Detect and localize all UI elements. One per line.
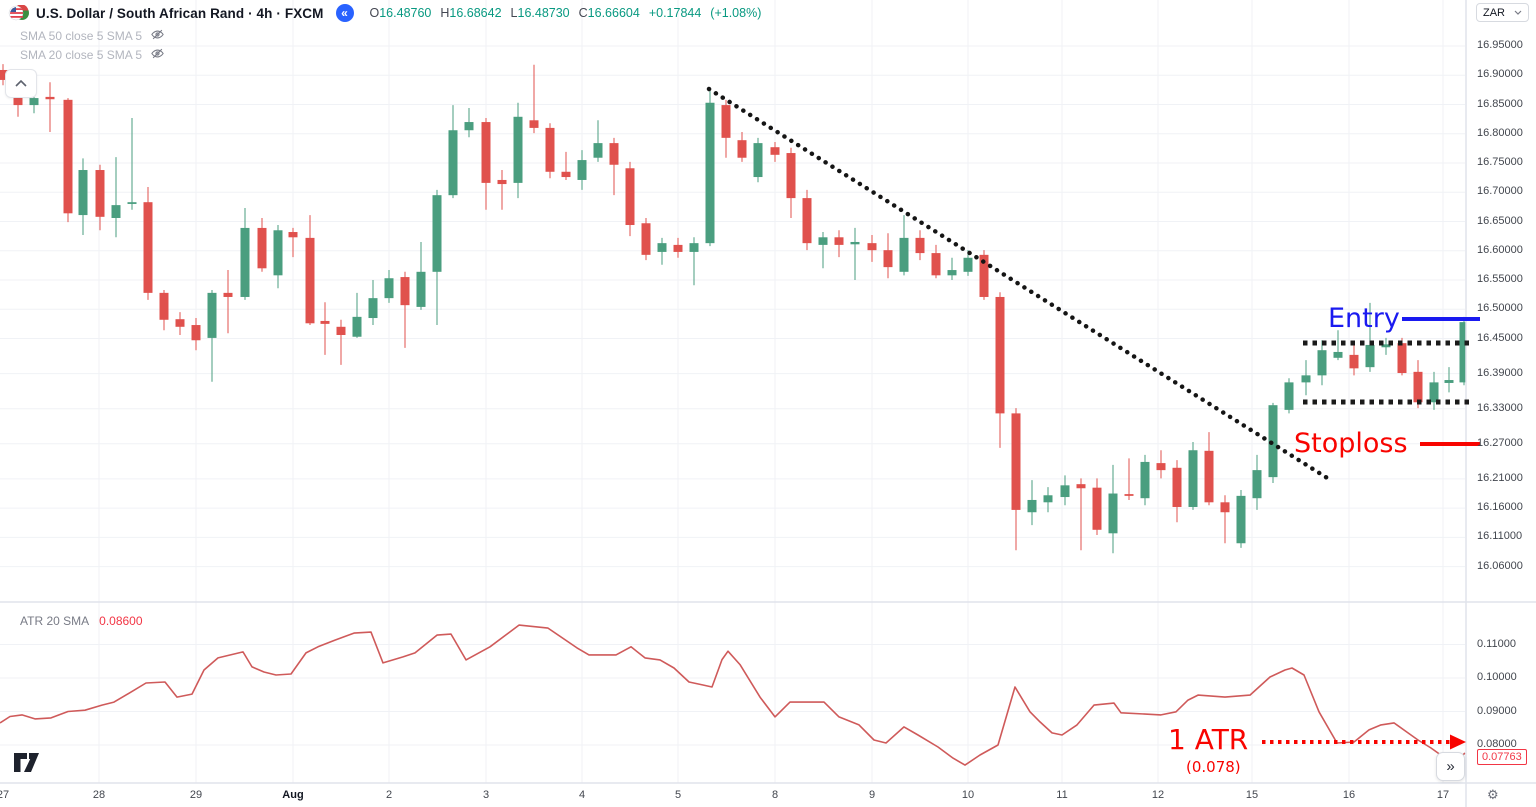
grid <box>0 0 1465 783</box>
symbol-flag-icon <box>8 4 30 21</box>
drawings[interactable] <box>706 86 1480 750</box>
price-axis-label: 16.80000 <box>1477 126 1523 139</box>
tradingview-logo[interactable] <box>14 753 46 778</box>
time-axis-label: 28 <box>92 789 106 801</box>
chart-header: U.S. Dollar / South African Rand · 4h · … <box>8 4 761 22</box>
change-value: +0.17844 <box>648 6 702 20</box>
price-axis-label: 16.90000 <box>1477 68 1523 81</box>
chevron-up-icon <box>15 80 27 87</box>
candles <box>0 64 1466 554</box>
time-axis-label: 15 <box>1245 789 1259 801</box>
one-atr-value: (0.078) <box>1186 758 1241 776</box>
price-axis-label: 16.50000 <box>1477 302 1523 315</box>
trendline-drawing <box>706 86 1335 484</box>
price-axis-label: 16.33000 <box>1477 401 1523 414</box>
atr-axis-label: 0.08000 <box>1477 738 1517 750</box>
currency-selector[interactable]: ZAR <box>1476 3 1529 22</box>
legend-sma50[interactable]: SMA 50 close 5 SMA 5 <box>20 27 165 45</box>
atr-last-value-badge: 0.07763 <box>1477 749 1527 765</box>
time-axis-label: 9 <box>868 789 876 801</box>
ohlc-values: O16.48760 H16.68642 L16.48730 C16.66604 … <box>369 6 762 20</box>
time-axis-label: 2 <box>385 789 393 801</box>
time-axis-label: 16 <box>1342 789 1356 801</box>
atr-value: 0.08600 <box>99 614 143 628</box>
atr-legend[interactable]: ATR 20 SMA 0.08600 <box>20 614 143 628</box>
time-axis-label: 4 <box>578 789 586 801</box>
time-axis-label: 17 <box>1436 789 1450 801</box>
gear-icon[interactable]: ⚙ <box>1487 787 1499 802</box>
symbol-title[interactable]: U.S. Dollar / South African Rand · 4h · … <box>36 5 324 21</box>
eye-off-icon[interactable] <box>150 46 165 64</box>
low-value: 16.48730 <box>517 6 570 20</box>
exchange: FXCM <box>284 5 324 21</box>
interval: 4h <box>256 5 273 21</box>
atr-axis-label: 0.09000 <box>1477 704 1517 717</box>
time-axis-label: 8 <box>771 789 779 801</box>
atr-axis-label: 0.11000 <box>1477 637 1516 650</box>
price-axis-label: 16.85000 <box>1477 97 1523 110</box>
time-axis-label: 27 <box>0 789 10 801</box>
arrow-head-icon <box>1450 734 1466 750</box>
open-value: 16.48760 <box>379 6 432 20</box>
high-value: 16.68642 <box>449 6 502 20</box>
time-axis-label: 3 <box>482 789 490 801</box>
legend-sma20[interactable]: SMA 20 close 5 SMA 5 <box>20 46 165 64</box>
time-axis-label: 11 <box>1056 789 1068 801</box>
entry-annotation[interactable]: Entry <box>1328 303 1400 334</box>
chevron-down-icon <box>1514 10 1522 15</box>
sma20-label: SMA 20 close 5 SMA 5 <box>20 48 143 62</box>
close-value: 16.66604 <box>587 6 640 20</box>
atr-axis-label: 0.10000 <box>1477 671 1517 683</box>
atr-title: ATR 20 SMA <box>20 614 90 628</box>
currency-label: ZAR <box>1483 6 1505 19</box>
time-axis-label: 12 <box>1151 789 1165 801</box>
price-axis-label: 16.11000 <box>1477 530 1523 543</box>
time-axis-label: 5 <box>674 789 682 801</box>
price-axis-label: 16.06000 <box>1477 559 1523 572</box>
price-axis-label: 16.95000 <box>1477 39 1523 51</box>
time-axis-label: 10 <box>961 789 975 801</box>
atr-line <box>0 624 1466 766</box>
price-axis-label: 16.65000 <box>1477 214 1523 227</box>
pane-collapse-button[interactable] <box>5 69 37 98</box>
price-axis-label: 16.70000 <box>1477 185 1523 198</box>
fast-backward-icon[interactable]: « <box>335 4 354 22</box>
price-axis-label: 16.21000 <box>1477 471 1523 484</box>
scroll-right-icon: » <box>1446 758 1455 775</box>
eye-off-icon[interactable] <box>150 27 165 45</box>
scroll-to-realtime-button[interactable]: » <box>1436 752 1465 781</box>
price-axis-label: 16.60000 <box>1477 243 1523 256</box>
stoploss-annotation[interactable]: Stoploss <box>1294 428 1408 459</box>
price-axis-label: 16.16000 <box>1477 501 1523 514</box>
price-axis-label: 16.45000 <box>1477 331 1523 344</box>
price-axis-label: 16.27000 <box>1477 436 1523 449</box>
price-axis-label: 16.39000 <box>1477 366 1523 379</box>
time-axis-label: 29 <box>189 789 203 801</box>
change-percent: (+1.08%) <box>710 6 762 20</box>
price-axis-label: 16.55000 <box>1477 273 1523 285</box>
one-atr-annotation[interactable]: 1 ATR <box>1168 723 1249 756</box>
price-axis-label: 16.75000 <box>1477 156 1523 168</box>
time-axis-label: Aug <box>282 789 304 801</box>
sma50-label: SMA 50 close 5 SMA 5 <box>20 29 143 43</box>
